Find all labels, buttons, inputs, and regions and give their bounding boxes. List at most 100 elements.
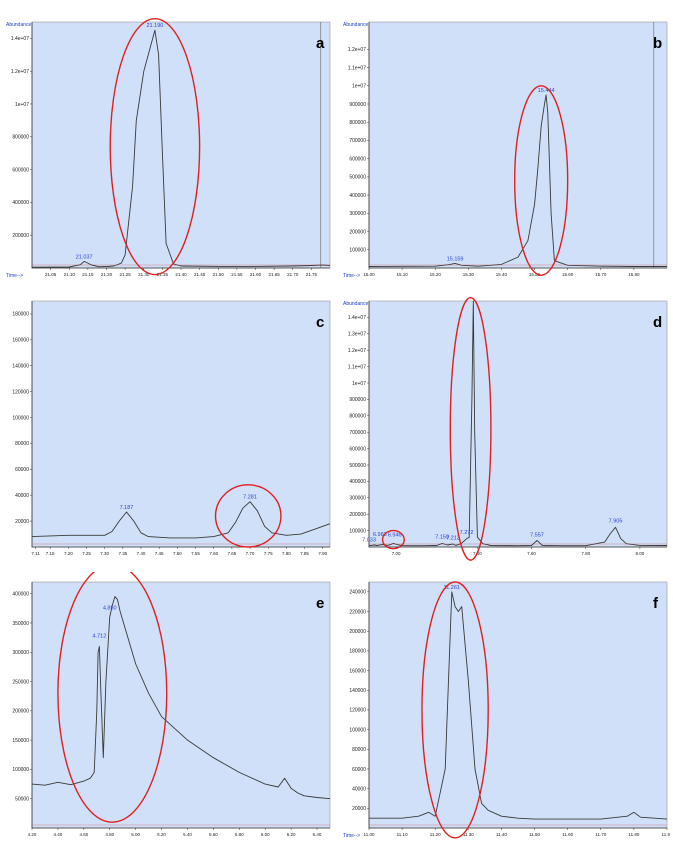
x-tick-label: 15.80 [628,272,640,277]
x-tick-label: 15.10 [396,272,408,277]
y-tick-label: 1.4e+07 [348,315,366,321]
peak-label: 15.444 [538,88,555,94]
y-tick-label: 200000 [349,629,366,635]
axes-line [31,301,330,548]
y-tick-label: 100000 [349,248,366,254]
plot-background [368,300,668,548]
peak-label: 7.281 [243,495,257,501]
chromatogram-trace [368,94,667,267]
y-tick-label: 300000 [12,650,29,656]
chromatogram-trace [368,300,668,547]
x-tick-label: 7.20 [64,551,73,556]
x-tick-label: 7.60 [527,551,536,556]
highlight-ellipse [449,297,492,561]
x-tick-label: 4.60 [79,832,88,837]
y-axis-label: Abundance [343,22,369,28]
x-tick-label: 21.60 [250,272,262,277]
highlight-ellipse [513,85,569,276]
panel-letter: d [653,314,662,331]
x-tick-label: 7.50 [173,551,182,556]
x-tick-label: 7.15 [46,551,55,556]
y-tick-label: 1.2e+07 [11,69,29,75]
y-axis-label: Abundance [343,301,369,307]
peak-label: 21.037 [76,254,93,260]
x-tick-label: 4.20 [28,832,37,837]
y-tick-label: 140000 [349,688,366,694]
y-tick-label: 100000 [12,767,29,773]
x-tick-label: 11.40 [496,832,507,837]
chart-panel-d: 100000 200000 300000 400000 500000 600000 7000… [341,291,670,563]
x-tick-label: 15.00 [363,272,375,277]
x-tick-label: 7.80 [581,551,590,556]
chart-svg: 20000 40000 60000 80000 100000 120000 140000 16… [343,581,670,839]
y-tick-label: 200000 [12,233,29,239]
x-tick-label: 7.60 [209,551,218,556]
y-tick-label: 800000 [349,414,366,420]
x-tick-label: 21.25 [119,272,131,277]
x-tick-label: 5.80 [235,832,244,837]
y-tick-label: 220000 [349,609,366,615]
x-tick-label: 7.65 [227,551,236,556]
y-tick-label: 160000 [12,338,29,344]
x-tick-label: 6.40 [313,832,322,837]
y-tick-label: 100000 [349,727,366,733]
y-tick-label: 800000 [12,135,29,141]
chart-panel-a: 200000 400000 600000 800000 1e+07 1.2e+07 1.4e… [4,12,333,284]
x-tick-label: 7.11 [31,551,40,556]
x-tick-label: 11.10 [397,832,408,837]
peak-label: 7.905 [609,519,623,525]
x-tick-label: 15.40 [496,272,508,277]
y-tick-label: 80000 [15,441,29,447]
x-tick-label: 21.75 [306,272,318,277]
chart-panel-c: 20000 40000 60000 80000 100000 120000 140000 16… [4,291,333,563]
peak-label: 6.983 [373,532,387,538]
peak-label: 7.272 [460,530,474,536]
y-tick-label: 1e+07 [352,84,366,90]
y-tick-label: 1.2e+07 [348,47,366,53]
panel-letter: a [316,35,325,52]
x-tick-label: 4.40 [54,832,63,837]
x-tick-label: 5.40 [183,832,192,837]
chart-panel-e: 50000 100000 150000 200000 250000 300000 35000… [4,572,333,844]
x-tick-label: 7.45 [155,551,164,556]
chart-svg: 50000 100000 150000 200000 250000 300000 35000… [12,572,331,837]
x-tick-label: 6.00 [261,832,270,837]
x-tick-label: 21.50 [213,272,225,277]
y-tick-label: 800000 [349,120,366,126]
y-tick-label: 350000 [12,621,29,627]
x-tick-label: 7.90 [318,551,327,556]
peak-label: 7.213 [446,535,460,541]
highlight-ellipse [214,484,282,548]
panel-letter: b [653,35,662,52]
x-tick-label: 11.80 [628,832,639,837]
y-tick-label: 700000 [349,430,366,436]
peak-label: 4.850 [103,605,117,611]
x-tick-label: 7.35 [118,551,127,556]
y-tick-label: 140000 [12,364,29,370]
y-tick-label: 400000 [12,592,29,598]
x-tick-label: 11.50 [529,832,540,837]
y-tick-label: 60000 [15,467,29,473]
y-tick-label: 40000 [15,493,29,499]
y-tick-label: 900000 [349,397,366,403]
x-tick-label: 21.70 [287,272,299,277]
plot-background [31,300,331,548]
x-tick-label: 7.85 [300,551,309,556]
x-tick-label: 5.00 [131,832,140,837]
y-tick-label: 400000 [349,479,366,485]
y-tick-label: 120000 [12,389,29,395]
x-tick-label: 7.80 [282,551,291,556]
x-tick-label: 21.30 [138,272,150,277]
plot-background [368,21,668,269]
y-tick-label: 1.4e+07 [11,36,29,42]
y-tick-label: 1.1e+07 [348,364,366,370]
x-tick-label: 7.70 [246,551,255,556]
y-tick-label: 180000 [349,649,366,655]
y-tick-label: 180000 [12,312,29,318]
x-tick-label: 15.30 [463,272,475,277]
chart-svg: 20000 40000 60000 80000 100000 120000 140000 16… [12,300,331,556]
y-tick-label: 250000 [12,679,29,685]
plot-background [31,581,331,829]
peak-label: 4.712 [92,634,106,640]
y-tick-label: 160000 [349,668,366,674]
